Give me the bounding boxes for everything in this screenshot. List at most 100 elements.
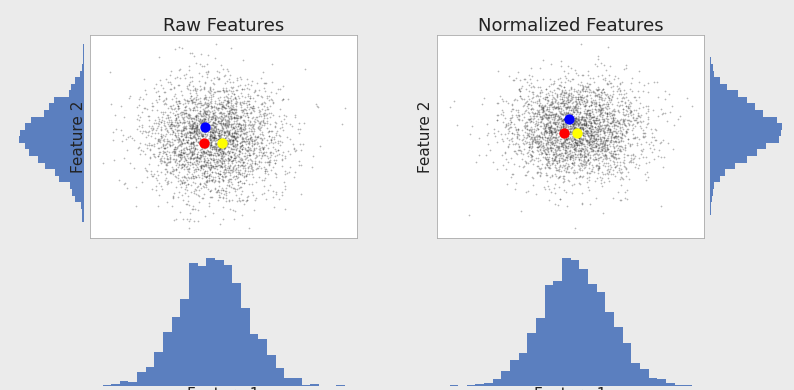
Point xyxy=(214,62,227,68)
Point xyxy=(573,151,586,158)
Point xyxy=(572,133,584,139)
Point xyxy=(198,101,210,107)
Point xyxy=(187,138,199,145)
Point xyxy=(191,132,203,138)
Point xyxy=(202,162,214,168)
Point xyxy=(221,122,233,128)
Point xyxy=(187,163,200,170)
Point xyxy=(642,108,654,114)
Point xyxy=(217,102,229,108)
Point xyxy=(208,136,221,142)
Point xyxy=(507,148,520,154)
Point xyxy=(596,158,609,164)
Point xyxy=(185,135,198,141)
Point xyxy=(165,123,178,129)
Point xyxy=(589,136,602,142)
Point xyxy=(222,144,235,150)
Bar xyxy=(258,339,267,386)
Point xyxy=(569,147,581,153)
Point xyxy=(209,121,222,127)
Point xyxy=(227,96,240,102)
Point xyxy=(171,120,183,126)
Point xyxy=(533,108,545,115)
Point xyxy=(542,120,554,126)
Point xyxy=(519,137,532,144)
Point xyxy=(539,134,552,140)
Point xyxy=(605,131,618,137)
Point xyxy=(622,136,634,142)
Point xyxy=(611,106,624,113)
Point xyxy=(559,124,572,130)
Point xyxy=(614,124,626,130)
Point xyxy=(556,122,569,128)
Point xyxy=(553,96,566,102)
Point xyxy=(164,138,176,145)
Point xyxy=(526,149,539,155)
Point xyxy=(559,160,572,166)
Point xyxy=(186,118,198,124)
Point xyxy=(584,92,597,99)
Point xyxy=(241,117,254,123)
Point xyxy=(206,174,219,181)
Point xyxy=(198,137,210,143)
Point xyxy=(227,207,240,213)
Point xyxy=(241,197,253,203)
Point xyxy=(536,144,549,150)
Point xyxy=(153,138,166,144)
Point xyxy=(195,163,208,170)
Point xyxy=(211,158,224,164)
Point xyxy=(217,103,229,110)
Point xyxy=(193,111,206,117)
Point xyxy=(580,140,593,147)
Point xyxy=(588,144,600,150)
Point xyxy=(219,124,232,130)
Point xyxy=(576,86,588,92)
Point xyxy=(626,87,639,94)
Point xyxy=(229,134,242,140)
Point xyxy=(549,140,561,146)
Point xyxy=(219,105,232,111)
Point xyxy=(614,159,626,165)
Point xyxy=(543,124,556,130)
Point xyxy=(538,154,551,161)
Point xyxy=(569,142,582,148)
Point xyxy=(522,153,535,160)
Point xyxy=(610,122,622,128)
Point xyxy=(218,145,231,151)
Point xyxy=(230,166,243,172)
Point xyxy=(601,110,614,116)
Point xyxy=(210,137,222,144)
Point xyxy=(220,88,233,94)
Point xyxy=(602,163,615,169)
Point xyxy=(142,142,155,148)
Point xyxy=(230,120,243,126)
Point xyxy=(531,144,544,151)
Point xyxy=(164,179,177,185)
Point xyxy=(600,111,613,117)
Point xyxy=(204,137,217,143)
Point xyxy=(611,108,624,114)
Title: Raw Features: Raw Features xyxy=(163,17,284,35)
Point xyxy=(553,105,565,112)
Point xyxy=(178,158,191,164)
Point xyxy=(197,121,210,128)
Point xyxy=(543,126,556,133)
Point xyxy=(543,124,556,130)
Point xyxy=(525,157,538,163)
Point xyxy=(154,127,167,133)
Point xyxy=(203,90,216,96)
Point xyxy=(499,149,512,155)
Point xyxy=(554,110,567,116)
Point xyxy=(582,165,595,171)
Point xyxy=(226,134,239,140)
Point xyxy=(230,140,243,147)
Point xyxy=(574,181,587,188)
Point xyxy=(184,123,197,129)
Point xyxy=(214,141,226,147)
Point xyxy=(166,140,179,147)
Point xyxy=(197,136,210,142)
Point xyxy=(181,151,194,157)
Point xyxy=(234,154,247,161)
Point xyxy=(222,165,235,172)
Point xyxy=(550,130,563,136)
